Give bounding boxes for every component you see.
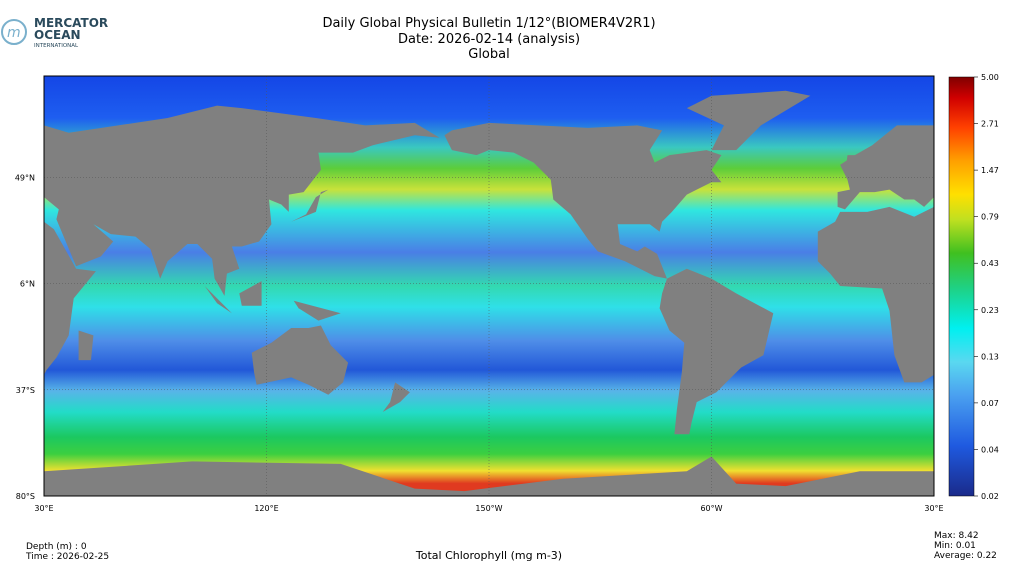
min: Min: 0.01 bbox=[934, 541, 976, 551]
landmass bbox=[444, 122, 722, 279]
colorbar-label: 0.13 bbox=[981, 352, 999, 361]
colorbar-label: 0.04 bbox=[981, 445, 999, 454]
landmass bbox=[204, 286, 232, 314]
depth: Depth (m) : 0 bbox=[26, 542, 87, 552]
colorbar-label: 0.23 bbox=[981, 306, 999, 315]
landmass bbox=[293, 300, 341, 321]
lon-label: 120°E bbox=[254, 504, 278, 513]
colorbar-label: 0.79 bbox=[981, 213, 999, 222]
logo-mark: m bbox=[7, 25, 21, 41]
region: Global bbox=[468, 47, 509, 62]
logo: m MERCATOR OCEAN INTERNATIONAL bbox=[1, 16, 108, 49]
title: Daily Global Physical Bulletin 1/12°(BIO… bbox=[322, 16, 655, 31]
landmass bbox=[845, 155, 855, 175]
lat-label: 49°N bbox=[15, 173, 35, 182]
landmass bbox=[78, 330, 94, 361]
map-frame bbox=[43, 75, 935, 497]
landmass bbox=[686, 90, 811, 151]
lat-label: 37°S bbox=[16, 386, 35, 395]
colorbar-label: 2.71 bbox=[981, 120, 999, 129]
colorbar-label: 0.02 bbox=[981, 492, 999, 501]
lat-label: 80°S bbox=[16, 492, 35, 501]
graticule bbox=[44, 76, 934, 496]
variable: Total Chlorophyll (mg m-3) bbox=[415, 549, 562, 562]
date: Date: 2026-02-14 (analysis) bbox=[398, 32, 580, 47]
landmass bbox=[837, 125, 934, 210]
colorbar-label: 0.07 bbox=[981, 399, 999, 408]
logo-text: INTERNATIONAL bbox=[34, 43, 79, 49]
logo-text: MERCATOR bbox=[34, 16, 108, 30]
landmass bbox=[44, 105, 440, 296]
colorbar-label: 0.43 bbox=[981, 259, 999, 268]
colorbar bbox=[948, 76, 975, 497]
lon-label: 30°E bbox=[924, 504, 943, 513]
lon-label: 150°W bbox=[475, 504, 502, 513]
landmass bbox=[239, 281, 262, 306]
colorbar-label: 1.47 bbox=[981, 166, 999, 175]
time: Time : 2026-02-25 bbox=[25, 552, 109, 562]
landmass bbox=[291, 189, 329, 222]
landmass bbox=[659, 268, 774, 435]
landmass bbox=[382, 382, 410, 412]
max: Max: 8.42 bbox=[934, 531, 979, 541]
logo-text: OCEAN bbox=[34, 28, 81, 42]
lat-label: 6°N bbox=[20, 280, 35, 289]
colorbar-label: 5.00 bbox=[981, 73, 999, 82]
lon-label: 30°E bbox=[34, 504, 53, 513]
lon-label: 60°W bbox=[700, 504, 722, 513]
landmass bbox=[44, 221, 96, 375]
landmass bbox=[251, 325, 349, 395]
average: Average: 0.22 bbox=[934, 551, 997, 561]
landmass bbox=[817, 206, 934, 383]
